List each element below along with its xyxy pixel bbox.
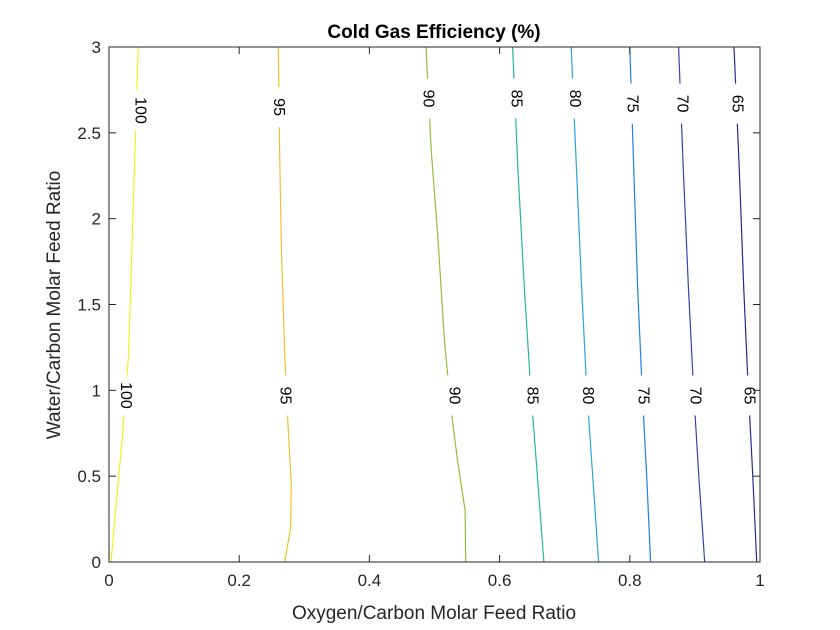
y-tick-label: 1.5 [77, 296, 101, 315]
x-axis-ticks: 0 0.2 0.4 0.6 0.8 1 [104, 47, 765, 590]
plot-background [109, 47, 760, 562]
y-axis-label: Water/Carbon Molar Feed Ratio [44, 171, 65, 440]
contour-label-background [130, 90, 151, 131]
contour-line-65 [733, 46, 758, 563]
contour-label-background [577, 375, 598, 416]
x-tick-label: 0 [104, 571, 113, 590]
contour-label-65: 65 [740, 387, 757, 405]
contour-line-100 [110, 46, 139, 563]
contour-line-75 [629, 46, 652, 563]
contour-label-background [417, 78, 438, 119]
y-tick-label: 0 [92, 553, 101, 572]
x-axis-label: Oxygen/Carbon Molar Feed Ratio [292, 603, 576, 624]
x-tick-label: 0.8 [618, 571, 642, 590]
contour-label-70: 70 [673, 95, 690, 113]
contour-line-85 [512, 46, 545, 563]
contour-label-background [115, 375, 136, 416]
contour-label-100: 100 [132, 97, 149, 124]
contour-label-80: 80 [579, 387, 596, 405]
contour-label-95: 95 [270, 98, 287, 116]
contour-label-background [274, 375, 295, 416]
y-tick-label: 2 [92, 210, 101, 229]
y-tick-label: 3 [92, 38, 101, 57]
contour-label-background [621, 83, 642, 124]
contour-label-90: 90 [446, 387, 463, 405]
chart-title: Cold Gas Efficiency (%) [327, 22, 540, 43]
contour-lines [110, 46, 758, 563]
contour-label-70: 70 [686, 387, 703, 405]
contour-label-75: 75 [634, 387, 651, 405]
contour-label-background [632, 375, 653, 416]
contour-label-background [522, 375, 543, 416]
contour-label-95: 95 [276, 387, 293, 405]
x-tick-label: 0.2 [227, 571, 251, 590]
contour-label-65: 65 [729, 95, 746, 113]
y-tick-label: 1 [92, 381, 101, 400]
y-tick-label: 2.5 [77, 124, 101, 143]
contour-label-background [727, 83, 748, 124]
contour-label-background [564, 78, 585, 119]
contour-label-75: 75 [623, 95, 640, 113]
contour-label-background [505, 78, 526, 119]
contour-line-70 [678, 46, 706, 563]
contour-label-background [738, 375, 759, 416]
contour-label-85: 85 [507, 90, 524, 108]
contour-label-background [268, 87, 289, 128]
x-tick-label: 0.6 [488, 571, 512, 590]
contour-labels: 100 100 95 95 90 90 85 85 80 80 75 75 70 70 65 65 [115, 78, 759, 416]
contour-label-85: 85 [524, 387, 541, 405]
x-tick-label: 0.4 [358, 571, 382, 590]
contour-label-100: 100 [117, 382, 134, 409]
y-axis-ticks: 0 0.5 1 1.5 2 2.5 3 [77, 38, 760, 572]
contour-label-background [671, 83, 692, 124]
contour-label-80: 80 [566, 90, 583, 108]
x-tick-label: 1 [755, 571, 764, 590]
contour-line-80 [570, 46, 600, 563]
contour-line-90 [425, 46, 467, 563]
contour-label-90: 90 [419, 90, 436, 108]
y-tick-label: 0.5 [77, 467, 101, 486]
contour-label-background [444, 375, 465, 416]
contour-label-background [684, 375, 705, 416]
